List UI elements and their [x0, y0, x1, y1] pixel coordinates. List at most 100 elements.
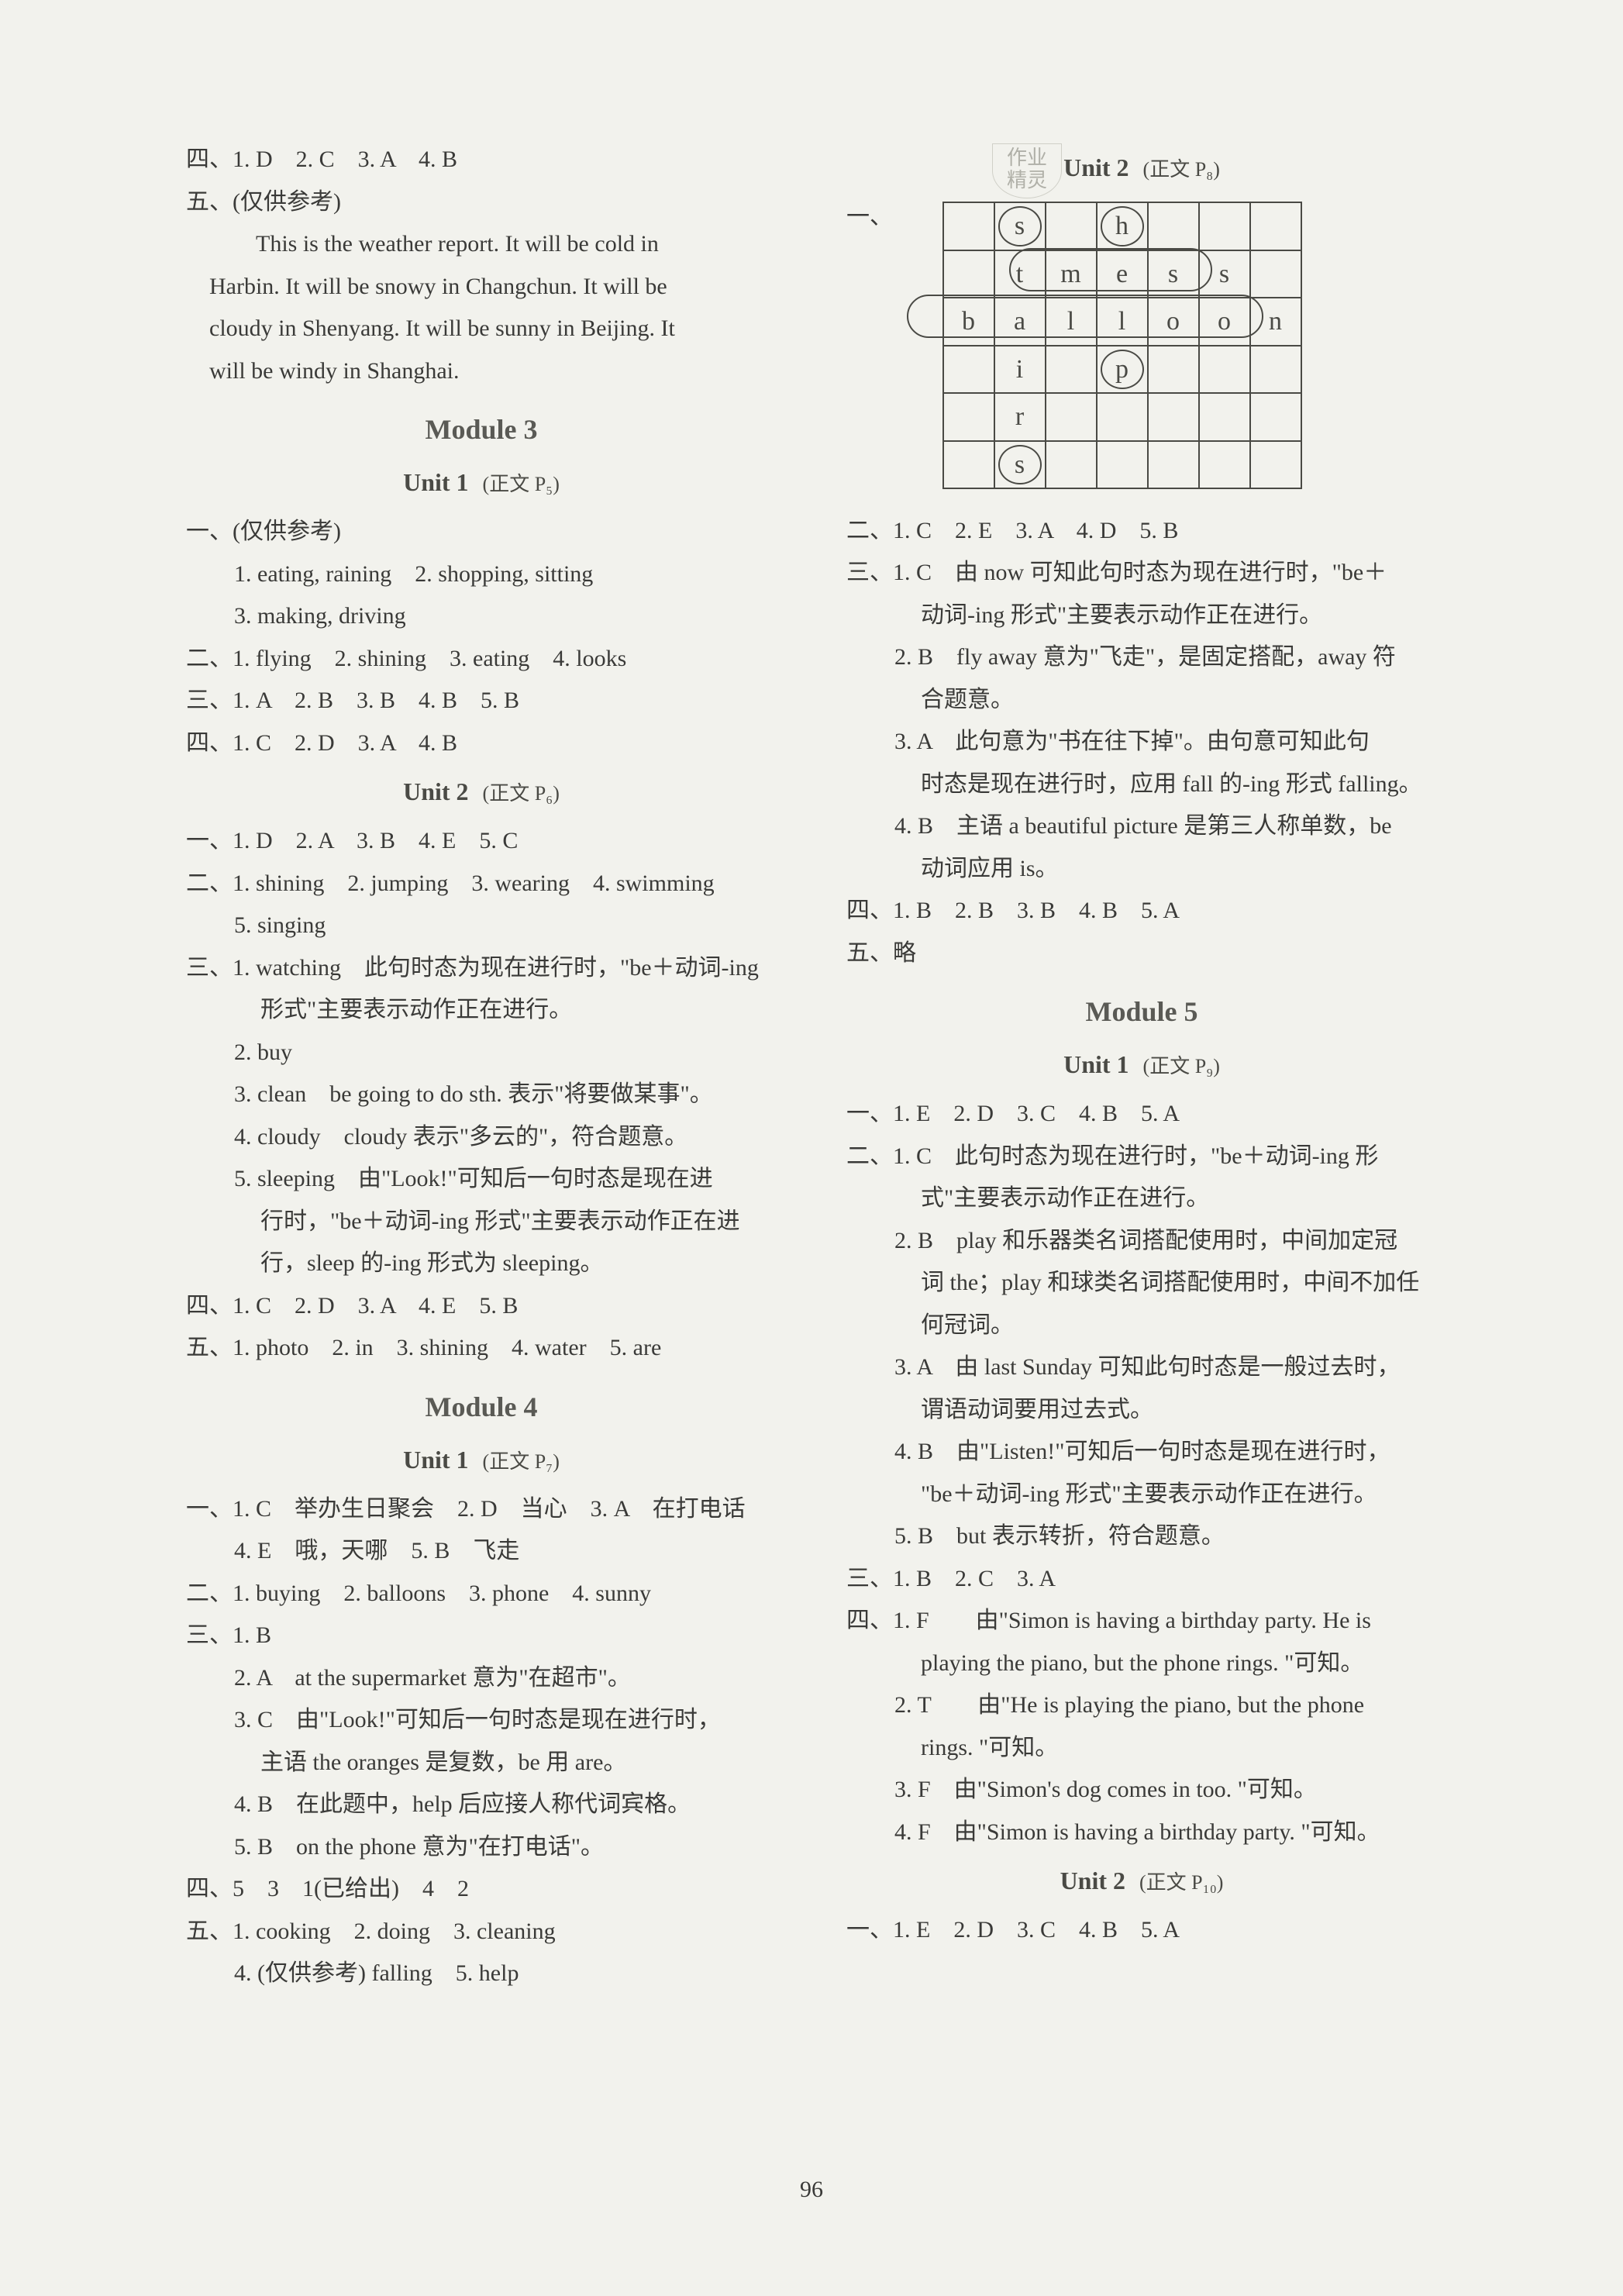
unit-label: Unit 1 [403, 468, 468, 496]
crossword-cell: p [1097, 346, 1148, 394]
crossword-cell: s [994, 441, 1046, 489]
watermark-badge: 作业 精灵 [992, 143, 1062, 198]
answer-line: 五、(仅供参考) [186, 182, 777, 223]
answer-line: 五、略 [846, 933, 1437, 974]
paragraph-line: cloudy in Shenyang. It will be sunny in … [186, 309, 777, 350]
crossword-cell: r [994, 393, 1046, 441]
page-ref: (正文 P₅) [483, 473, 560, 495]
crossword-row: 一、 shtmessballooniprs [846, 197, 1437, 511]
answer-line: 时态是现在进行时，应用 fall 的-ing 形式 falling。 [846, 764, 1437, 805]
crossword-cell [1148, 393, 1199, 441]
unit-heading: Unit 2 (正文 P₁₀) [846, 1859, 1437, 1902]
answer-line: 5. singing [186, 905, 777, 946]
answer-line: 5. B but 表示转折，符合题意。 [846, 1516, 1437, 1557]
module-heading: Module 3 [186, 405, 777, 454]
crossword-grid-wrap: shtmessballooniprs [904, 197, 1302, 497]
answer-line: 一、1. D 2. A 3. B 4. E 5. C [186, 821, 777, 862]
answer-line: 二、1. C 2. E 3. A 4. D 5. B [846, 511, 1437, 552]
answer-line: 四、5 3 1(已给出) 4 2 [186, 1869, 777, 1910]
answer-line: 五、1. photo 2. in 3. shining 4. water 5. … [186, 1328, 777, 1369]
crossword-cell [1199, 393, 1250, 441]
answer-line: 三、1. A 2. B 3. B 4. B 5. B [186, 681, 777, 722]
crossword-cell [1148, 202, 1199, 250]
crossword-cell [1199, 346, 1250, 394]
answer-line: 2. B fly away 意为"飞走"，是固定搭配，away 符 [846, 637, 1437, 678]
answer-line: 1. eating, raining 2. shopping, sitting [186, 554, 777, 595]
answer-line: 4. cloudy cloudy 表示"多云的"，符合题意。 [186, 1117, 777, 1158]
watermark-line1: 作业 [1007, 147, 1047, 170]
crossword-grid: shtmessballooniprs [942, 202, 1302, 489]
answer-line: 5. B on the phone 意为"在打电话"。 [186, 1827, 777, 1868]
answer-line: 4. B 主语 a beautiful picture 是第三人称单数，be [846, 806, 1437, 847]
answer-line: 一、1. C 举办生日聚会 2. D 当心 3. A 在打电话 [186, 1489, 777, 1530]
unit-heading: Unit 2 (正文 P₈) [846, 146, 1437, 189]
crossword-cell [1046, 202, 1097, 250]
crossword-cell: s [1199, 250, 1250, 298]
unit-heading: Unit 1 (正文 P₇) [186, 1438, 777, 1481]
unit-label: Unit 2 [1060, 1867, 1125, 1894]
page-number: 96 [800, 2177, 823, 2203]
answer-line: 形式"主要表示动作正在进行。 [186, 990, 777, 1031]
answer-line: 4. E 哦，天哪 5. B 飞走 [186, 1531, 777, 1572]
crossword-cell: a [994, 298, 1046, 346]
answer-line: 三、1. B 2. C 3. A [846, 1559, 1437, 1600]
paragraph-line: Harbin. It will be snowy in Changchun. I… [186, 267, 777, 308]
left-column: 四、1. D 2. C 3. A 4. B 五、(仅供参考) This is t… [186, 140, 777, 1996]
crossword-cell [943, 393, 994, 441]
page-ref: (正文 P₁₀) [1139, 1871, 1223, 1894]
answer-line: 3. A 由 last Sunday 可知此句时态是一般过去时， [846, 1347, 1437, 1388]
crossword-cell: s [994, 202, 1046, 250]
crossword-cell: m [1046, 250, 1097, 298]
answer-line: 谓语动词要用过去式。 [846, 1390, 1437, 1431]
section-label: 一、 [846, 197, 893, 238]
crossword-cell [943, 202, 994, 250]
answer-line: 3. making, driving [186, 596, 777, 637]
answer-line: 2. A at the supermarket 意为"在超市"。 [186, 1658, 777, 1699]
answer-line: 合题意。 [846, 680, 1437, 721]
watermark-line2: 精灵 [1007, 170, 1047, 192]
answer-line: 5. sleeping 由"Look!"可知后一句时态是现在进 [186, 1159, 777, 1200]
crossword-cell [1097, 393, 1148, 441]
answer-line: 四、1. B 2. B 3. B 4. B 5. A [846, 891, 1437, 932]
module-heading: Module 4 [186, 1383, 777, 1432]
crossword-cell [1250, 393, 1301, 441]
page-ref: (正文 P₇) [483, 1450, 560, 1473]
crossword-cell: h [1097, 202, 1148, 250]
answer-line: 三、1. C 由 now 可知此句时态为现在进行时，"be＋ [846, 553, 1437, 594]
crossword-cell: t [994, 250, 1046, 298]
right-column: Unit 2 (正文 P₈) 一、 shtmessballooniprs 二、1… [846, 140, 1437, 1996]
crossword-cell [1250, 441, 1301, 489]
crossword-cell: l [1097, 298, 1148, 346]
page-ref: (正文 P₈) [1143, 158, 1220, 181]
crossword-cell: i [994, 346, 1046, 394]
unit-label: Unit 2 [403, 777, 468, 805]
crossword-cell [1250, 250, 1301, 298]
answer-line: 四、1. D 2. C 3. A 4. B [186, 140, 777, 181]
crossword-cell: s [1148, 250, 1199, 298]
answer-line: 3. clean be going to do sth. 表示"将要做某事"。 [186, 1074, 777, 1115]
answer-line: 五、1. cooking 2. doing 3. cleaning [186, 1912, 777, 1953]
answer-line: 4. (仅供参考) falling 5. help [186, 1953, 777, 1994]
unit-label: Unit 1 [1063, 1050, 1129, 1078]
answer-line: 3. C 由"Look!"可知后一句时态是现在进行时， [186, 1700, 777, 1741]
crossword-cell [1046, 441, 1097, 489]
answer-line: 4. B 由"Listen!"可知后一句时态是现在进行时， [846, 1432, 1437, 1473]
paragraph-line: will be windy in Shanghai. [186, 351, 777, 392]
module-heading: Module 5 [846, 988, 1437, 1036]
answer-line: 2. buy [186, 1033, 777, 1074]
answer-line: 动词-ing 形式"主要表示动作正在进行。 [846, 595, 1437, 636]
answer-line: 四、1. C 2. D 3. A 4. B [186, 723, 777, 764]
answer-line: 4. B 在此题中，help 后应接人称代词宾格。 [186, 1784, 777, 1825]
crossword-cell [1199, 202, 1250, 250]
crossword-cell [1046, 393, 1097, 441]
answer-line: 2. B play 和乐器类名词搭配使用时，中间加定冠 [846, 1221, 1437, 1262]
answer-line: 三、1. B [186, 1615, 777, 1656]
answer-line: 3. F 由"Simon's dog comes in too. "可知。 [846, 1770, 1437, 1811]
crossword-cell [1250, 346, 1301, 394]
answer-line: 一、1. E 2. D 3. C 4. B 5. A [846, 1094, 1437, 1135]
crossword-cell [1250, 202, 1301, 250]
answer-line: 三、1. watching 此句时态为现在进行时，"be＋动词-ing [186, 948, 777, 989]
paragraph-line: This is the weather report. It will be c… [186, 224, 777, 265]
unit-label: Unit 1 [403, 1446, 468, 1474]
answer-line: 2. T 由"He is playing the piano, but the … [846, 1685, 1437, 1726]
